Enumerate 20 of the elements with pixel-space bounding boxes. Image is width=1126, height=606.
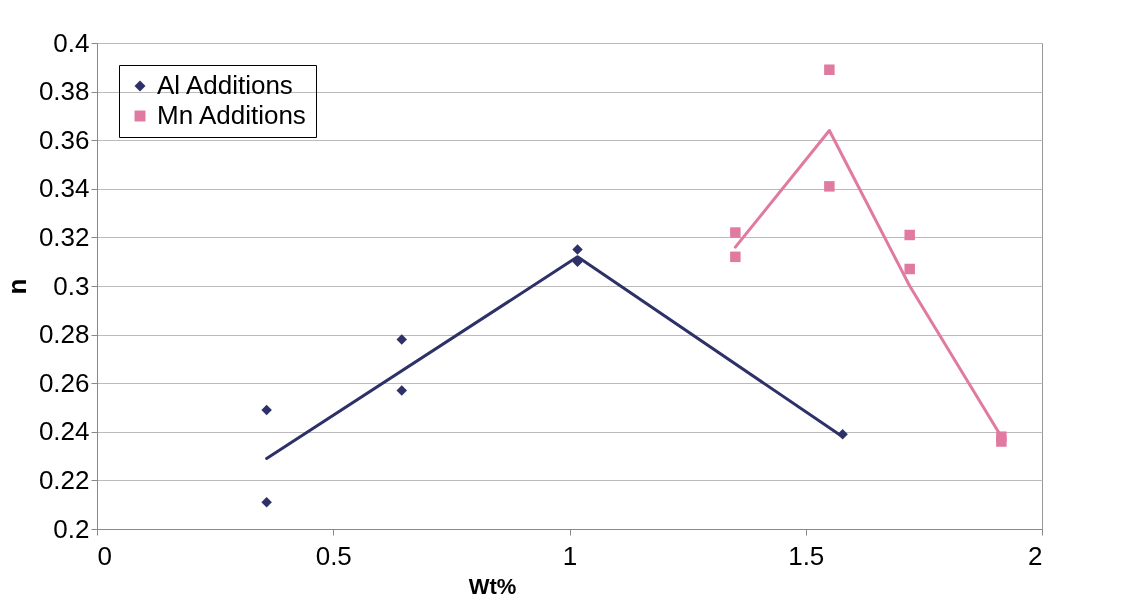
y-tick-label: 0.38 (38, 76, 90, 107)
y-tick-label: 0.24 (38, 416, 90, 447)
y-axis-title: n (1, 278, 32, 295)
y-tick-label: 0.3 (53, 270, 90, 301)
y-tick-label: 0.2 (53, 513, 90, 544)
x-tick-label: 1.5 (788, 540, 825, 571)
x-tick-label: 0.5 (315, 540, 352, 571)
y-tick-label: 0.34 (38, 173, 90, 204)
y-tick-label: 0.36 (38, 124, 90, 155)
legend-label: Al Additions (157, 70, 293, 100)
x-tick-label: 2 (1028, 540, 1043, 571)
y-tick-label: 0.28 (38, 319, 90, 350)
legend-label: Mn Additions (157, 100, 306, 130)
y-tick-label: 0.26 (38, 367, 90, 398)
y-tick-label: 0.32 (38, 221, 90, 252)
y-tick-label: 0.4 (53, 27, 90, 58)
x-axis-title: Wt% (468, 573, 517, 599)
y-tick-label: 0.22 (38, 464, 90, 495)
x-tick-label: 1 (562, 540, 578, 571)
x-tick-label: 0 (97, 540, 112, 571)
